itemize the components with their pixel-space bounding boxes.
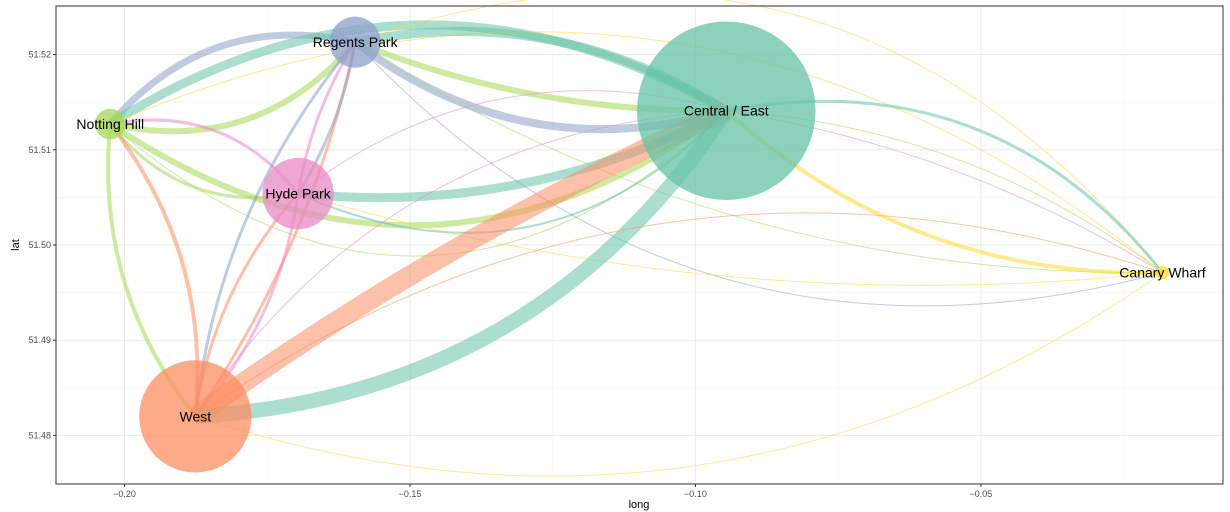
y-tick-label: 51.50 bbox=[28, 240, 51, 250]
y-tick-label: 51.51 bbox=[28, 145, 51, 155]
edge-line bbox=[354, 41, 1163, 307]
x-tick-label: −0.05 bbox=[970, 489, 993, 499]
y-tick-label: 51.52 bbox=[28, 50, 51, 60]
node-label: Canary Wharf bbox=[1119, 265, 1205, 281]
x-tick-label: −0.20 bbox=[113, 489, 136, 499]
edge-line bbox=[195, 272, 1163, 477]
y-axis-ticks: 51.48 51.49 51.50 51.51 51.52 bbox=[28, 50, 56, 440]
node-label: West bbox=[179, 408, 211, 424]
node-circle bbox=[94, 108, 126, 140]
edge-line bbox=[354, 41, 1163, 274]
node-label: Regents Park bbox=[313, 34, 399, 50]
node-circle bbox=[329, 16, 381, 68]
nodes bbox=[94, 16, 1170, 473]
node-circle bbox=[637, 21, 816, 200]
edge-line bbox=[109, 40, 358, 135]
node-labels: Regents Park Notting Hill Central / East Hy… bbox=[76, 34, 1205, 424]
y-tick-label: 51.48 bbox=[28, 430, 51, 440]
edge-line bbox=[108, 108, 729, 229]
edge-line bbox=[297, 193, 1163, 286]
y-axis-title: lat bbox=[10, 239, 22, 251]
edge-line bbox=[193, 41, 357, 417]
grid bbox=[56, 6, 1223, 484]
node-label: Notting Hill bbox=[76, 116, 144, 132]
edge-line bbox=[194, 106, 733, 424]
y-tick-label: 51.49 bbox=[28, 335, 51, 345]
edge-line bbox=[110, 31, 1163, 274]
x-tick-label: −0.10 bbox=[684, 489, 707, 499]
node-circle bbox=[139, 360, 252, 473]
x-tick-label: −0.15 bbox=[399, 489, 422, 499]
node-label: Hyde Park bbox=[265, 186, 331, 202]
node-circle bbox=[262, 157, 334, 230]
node-label: Central / East bbox=[684, 103, 769, 119]
edge-line bbox=[195, 212, 1163, 417]
x-axis-ticks: −0.20 −0.15 −0.10 −0.05 bbox=[113, 484, 992, 499]
node-circle bbox=[1155, 265, 1170, 280]
x-axis-title: long bbox=[629, 499, 650, 511]
edge-line bbox=[194, 110, 727, 417]
